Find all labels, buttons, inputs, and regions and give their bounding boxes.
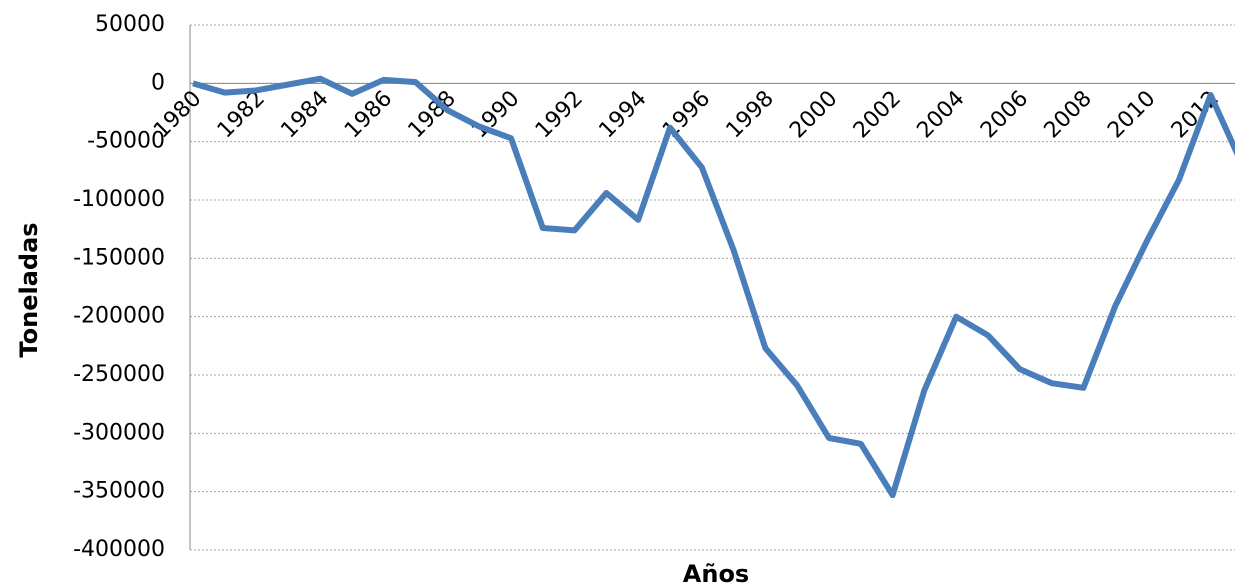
- y-tick-label: -350000: [73, 479, 165, 504]
- x-tick-label: 1994: [594, 86, 651, 143]
- x-tick-label: 1984: [276, 86, 333, 143]
- y-tick-label: 0: [151, 70, 165, 95]
- y-axis-title: Toneladas: [15, 222, 43, 357]
- y-tick-label: -250000: [73, 362, 165, 387]
- y-tick-label: -300000: [73, 420, 165, 445]
- x-tick-label: 2010: [1103, 86, 1160, 143]
- y-tick-label: 50000: [95, 12, 165, 37]
- x-tick-label: 2008: [1040, 86, 1097, 143]
- y-tick-label: -200000: [73, 304, 165, 329]
- x-tick-label: 1998: [722, 86, 779, 143]
- x-tick-label: 2004: [912, 86, 969, 143]
- y-tick-label: -50000: [87, 129, 165, 154]
- x-tick-label: 2002: [849, 86, 906, 143]
- y-tick-label: -400000: [73, 537, 165, 562]
- x-tick-label: 2006: [976, 86, 1033, 143]
- y-tick-label: -100000: [73, 187, 165, 212]
- x-tick-label: 2000: [785, 86, 842, 143]
- x-axis-title: Años: [683, 560, 749, 587]
- data-line: [192, 75, 1235, 499]
- y-tick-label: -150000: [73, 245, 165, 270]
- x-tick-label: 1992: [531, 86, 588, 143]
